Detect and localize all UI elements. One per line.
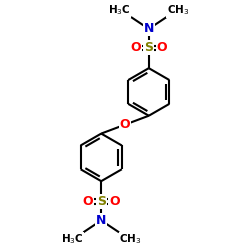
Text: CH$_3$: CH$_3$ (119, 232, 142, 246)
Text: H$_3$C: H$_3$C (61, 232, 83, 246)
Text: CH$_3$: CH$_3$ (167, 3, 189, 17)
Text: O: O (83, 195, 94, 208)
Text: O: O (120, 118, 130, 131)
Text: N: N (96, 214, 106, 227)
Text: O: O (109, 195, 120, 208)
Text: O: O (130, 42, 141, 54)
Text: O: O (156, 42, 167, 54)
Text: N: N (144, 22, 154, 36)
Text: H$_3$C: H$_3$C (108, 3, 131, 17)
Text: S: S (97, 195, 106, 208)
Text: S: S (144, 42, 153, 54)
